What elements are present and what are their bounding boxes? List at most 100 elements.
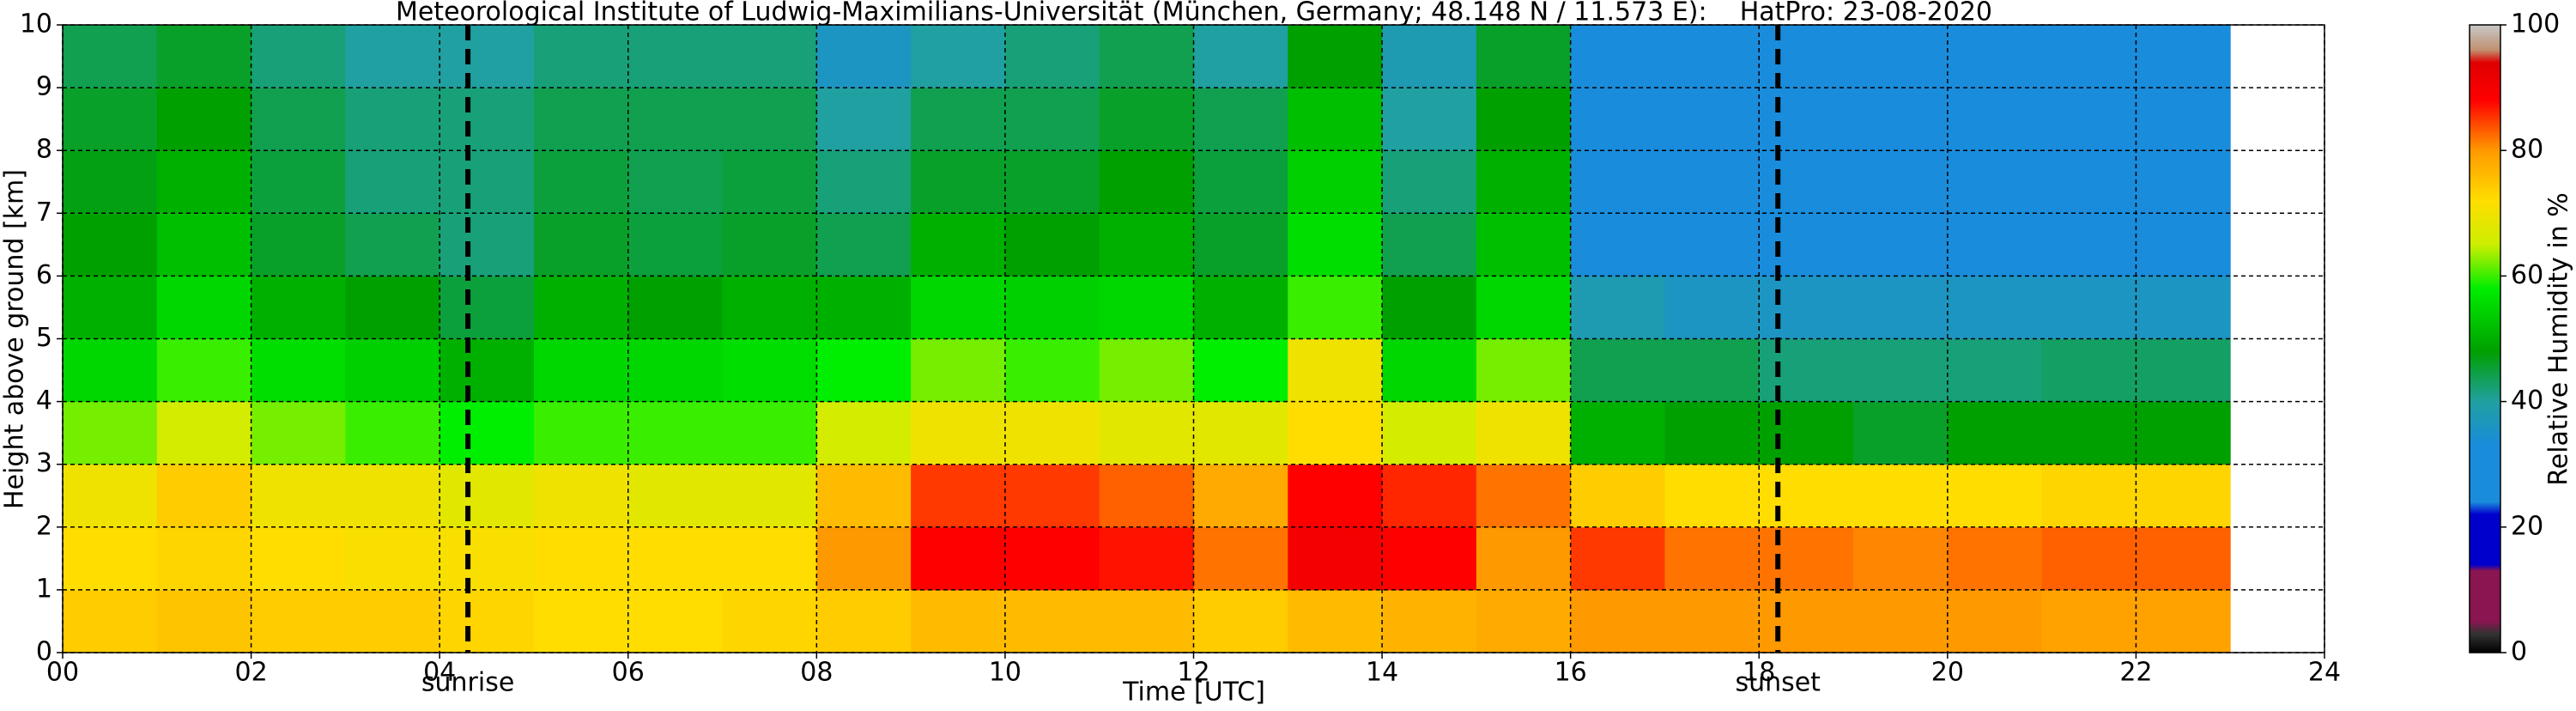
annotation-label: sunset [1735, 668, 1821, 698]
heatmap-cell [1382, 88, 1477, 151]
heatmap-cell [722, 88, 817, 151]
heatmap-cell [627, 150, 724, 214]
heatmap-cell [816, 150, 912, 214]
heatmap-cell [2041, 150, 2137, 214]
heatmap-cell [911, 25, 1006, 88]
heatmap-cell [1193, 88, 1288, 151]
heatmap-cell [816, 526, 912, 591]
heatmap-cell [1759, 25, 1854, 88]
heatmap-cell [439, 464, 535, 528]
colorbar-tick-label: 100 [2511, 9, 2560, 40]
heatmap-cell [722, 464, 817, 528]
heatmap-cell [251, 276, 346, 339]
heatmap-cell [533, 276, 629, 339]
heatmap-cell [722, 276, 817, 339]
heatmap-cell [439, 589, 535, 653]
heatmap-cell [911, 276, 1006, 339]
heatmap-cell [722, 401, 817, 465]
colorbar [2469, 24, 2501, 653]
x-tick-label: 16 [1555, 658, 1587, 688]
heatmap-cell [1288, 589, 1383, 653]
heatmap-cell [251, 401, 346, 465]
x-tick-label: 24 [2308, 658, 2341, 688]
x-tick-label: 18 [1743, 658, 1775, 688]
heatmap-cell [816, 401, 912, 465]
x-tick-label: 14 [1366, 658, 1398, 688]
heatmap-cell [439, 88, 535, 151]
heatmap-cell [627, 526, 724, 591]
heatmap-cell [1947, 25, 2043, 88]
heatmap-cell [1004, 276, 1100, 339]
heatmap-cell [251, 589, 346, 653]
heatmap-cell [2136, 88, 2231, 151]
heatmap-cell [1004, 401, 1100, 465]
heatmap-cell [1853, 150, 1949, 214]
heatmap-cell [63, 213, 158, 276]
heatmap-cell [1004, 338, 1100, 403]
heatmap-cell [1664, 589, 1760, 653]
heatmap-cell [1382, 150, 1477, 214]
heatmap-cell [816, 88, 912, 151]
heatmap-cell [2136, 25, 2231, 88]
heatmap-cell [1288, 88, 1383, 151]
heatmap-cell [1382, 276, 1477, 339]
colorbar-tick-label: 40 [2511, 386, 2543, 416]
heatmap-cell [1004, 526, 1100, 591]
heatmap-cell [1099, 338, 1194, 403]
heatmap-cell [627, 276, 724, 339]
heatmap-cell [1193, 338, 1288, 403]
heatmap-cell [345, 276, 440, 339]
heatmap-cell [1664, 276, 1760, 339]
heatmap-cell [2041, 213, 2137, 276]
heatmap-cell [1570, 213, 1665, 276]
heatmap-cell [1759, 88, 1854, 151]
heatmap-cell [1570, 526, 1665, 591]
heatmap-cell [1288, 276, 1383, 339]
heatmap-cell [1664, 213, 1760, 276]
heatmap-cell [439, 213, 535, 276]
heatmap-cell [627, 25, 724, 88]
heatmap-cell [1099, 213, 1194, 276]
heatmap-cell [1759, 213, 1854, 276]
heatmap-cell [63, 88, 158, 151]
heatmap-cell [439, 526, 535, 591]
colorbar-label: Relative Humidity in % [2544, 192, 2574, 485]
heatmap-cell [251, 25, 346, 88]
heatmap-cell [722, 589, 817, 653]
heatmap-cell [2041, 464, 2137, 528]
heatmap-cell [63, 589, 158, 653]
heatmap-cell [1853, 213, 1949, 276]
y-tick-label: 6 [36, 260, 52, 290]
heatmap-cell [627, 88, 724, 151]
heatmap-cell [63, 401, 158, 465]
x-tick-label: 12 [1177, 658, 1209, 688]
heatmap-cell [1759, 526, 1854, 591]
heatmap-cell [1193, 464, 1288, 528]
heatmap-cell [1570, 276, 1665, 339]
heatmap-cell [1099, 464, 1194, 528]
colorbar-tick-label: 20 [2511, 511, 2543, 541]
heatmap-cell [1193, 150, 1288, 214]
heatmap-cell [156, 338, 252, 403]
heatmap-cell [533, 401, 629, 465]
heatmap-cell [156, 150, 252, 214]
heatmap-cell [533, 213, 629, 276]
x-tick-label: 20 [1931, 658, 1964, 688]
heatmap-cell [627, 338, 724, 403]
y-tick-label: 1 [36, 574, 52, 604]
heatmap-cell [1759, 338, 1854, 403]
heatmap-cell [1947, 213, 2043, 276]
heatmap-cell [1004, 213, 1100, 276]
heatmap-cell [1759, 401, 1854, 465]
heatmap-cell [1099, 88, 1194, 151]
heatmap-cell [627, 213, 724, 276]
heatmap-cell [156, 401, 252, 465]
heatmap-cell [1476, 526, 1572, 591]
heatmap-cell [345, 526, 440, 591]
x-tick-label: 10 [989, 658, 1021, 688]
heatmap-cell [722, 338, 817, 403]
heatmap-cell [1476, 338, 1572, 403]
heatmap-cell [1382, 401, 1477, 465]
heatmap-cell [63, 25, 158, 88]
